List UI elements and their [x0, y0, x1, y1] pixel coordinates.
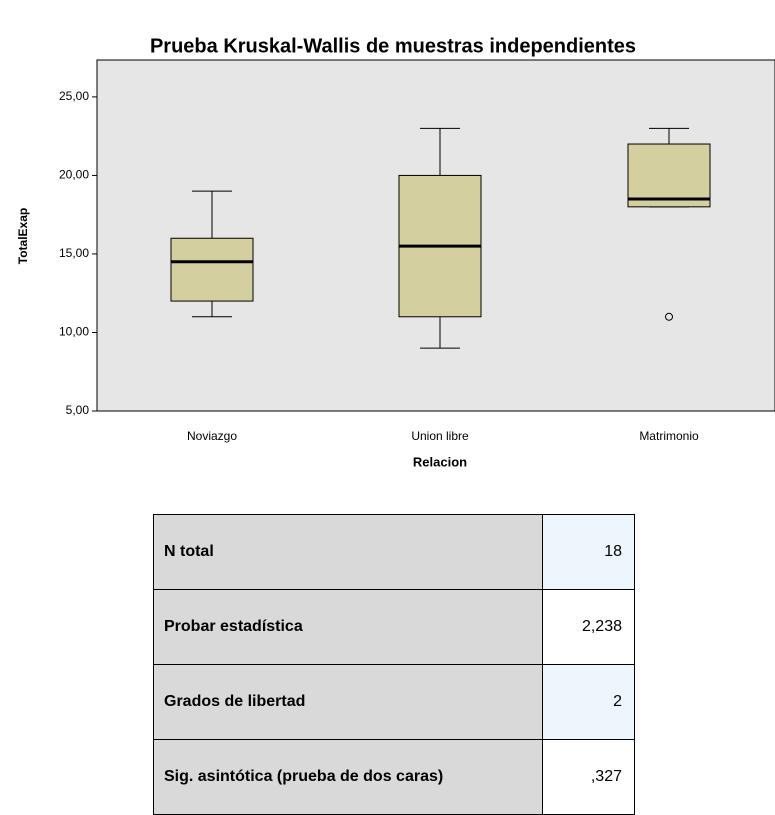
row-label: Sig. asintótica (prueba de dos caras)	[153, 739, 543, 815]
chart-title: Prueba Kruskal-Wallis de muestras indepe…	[150, 35, 636, 57]
x-tick-label: Noviazgo	[187, 429, 237, 443]
y-tick-label: 15,00	[59, 246, 89, 260]
row-label-text: Sig. asintótica (prueba de dos caras)	[164, 768, 444, 785]
row-value: ,327	[542, 739, 635, 815]
row-label-text: N total	[164, 543, 214, 560]
stats-table: N total 18 Probar estadística 2,238 Grados d…	[153, 514, 635, 815]
x-tick-label: Matrimonio	[639, 429, 699, 443]
y-tick-label: 20,00	[59, 168, 89, 182]
table-row: Grados de libertad 2	[153, 664, 635, 740]
table-row: Sig. asintótica (prueba de dos caras) ,32…	[153, 739, 635, 815]
y-tick-label: 10,00	[59, 325, 89, 339]
row-value: 18	[542, 514, 635, 590]
row-value: 2,238	[542, 589, 635, 665]
row-value: 2	[542, 664, 635, 740]
row-label-text: Probar estadística	[164, 618, 303, 635]
y-axis-label: TotalExap	[16, 208, 30, 264]
row-label: Probar estadística	[153, 589, 543, 665]
y-tick-label: 25,00	[59, 89, 89, 103]
row-label: Grados de libertad	[153, 664, 543, 740]
table-row: N total 18	[153, 514, 635, 590]
x-axis-label: Relacion	[413, 454, 467, 469]
chart: Prueba Kruskal-Wallis de muestras indepe…	[16, 35, 775, 469]
box	[170, 237, 254, 302]
table-row: Probar estadística 2,238	[153, 589, 635, 665]
row-label: N total	[153, 514, 543, 590]
outlier	[665, 312, 673, 321]
box	[627, 143, 711, 208]
row-label-text: Grados de libertad	[164, 693, 306, 710]
x-tick-label: Union libre	[411, 429, 469, 443]
y-tick-label: 5,00	[66, 403, 90, 417]
